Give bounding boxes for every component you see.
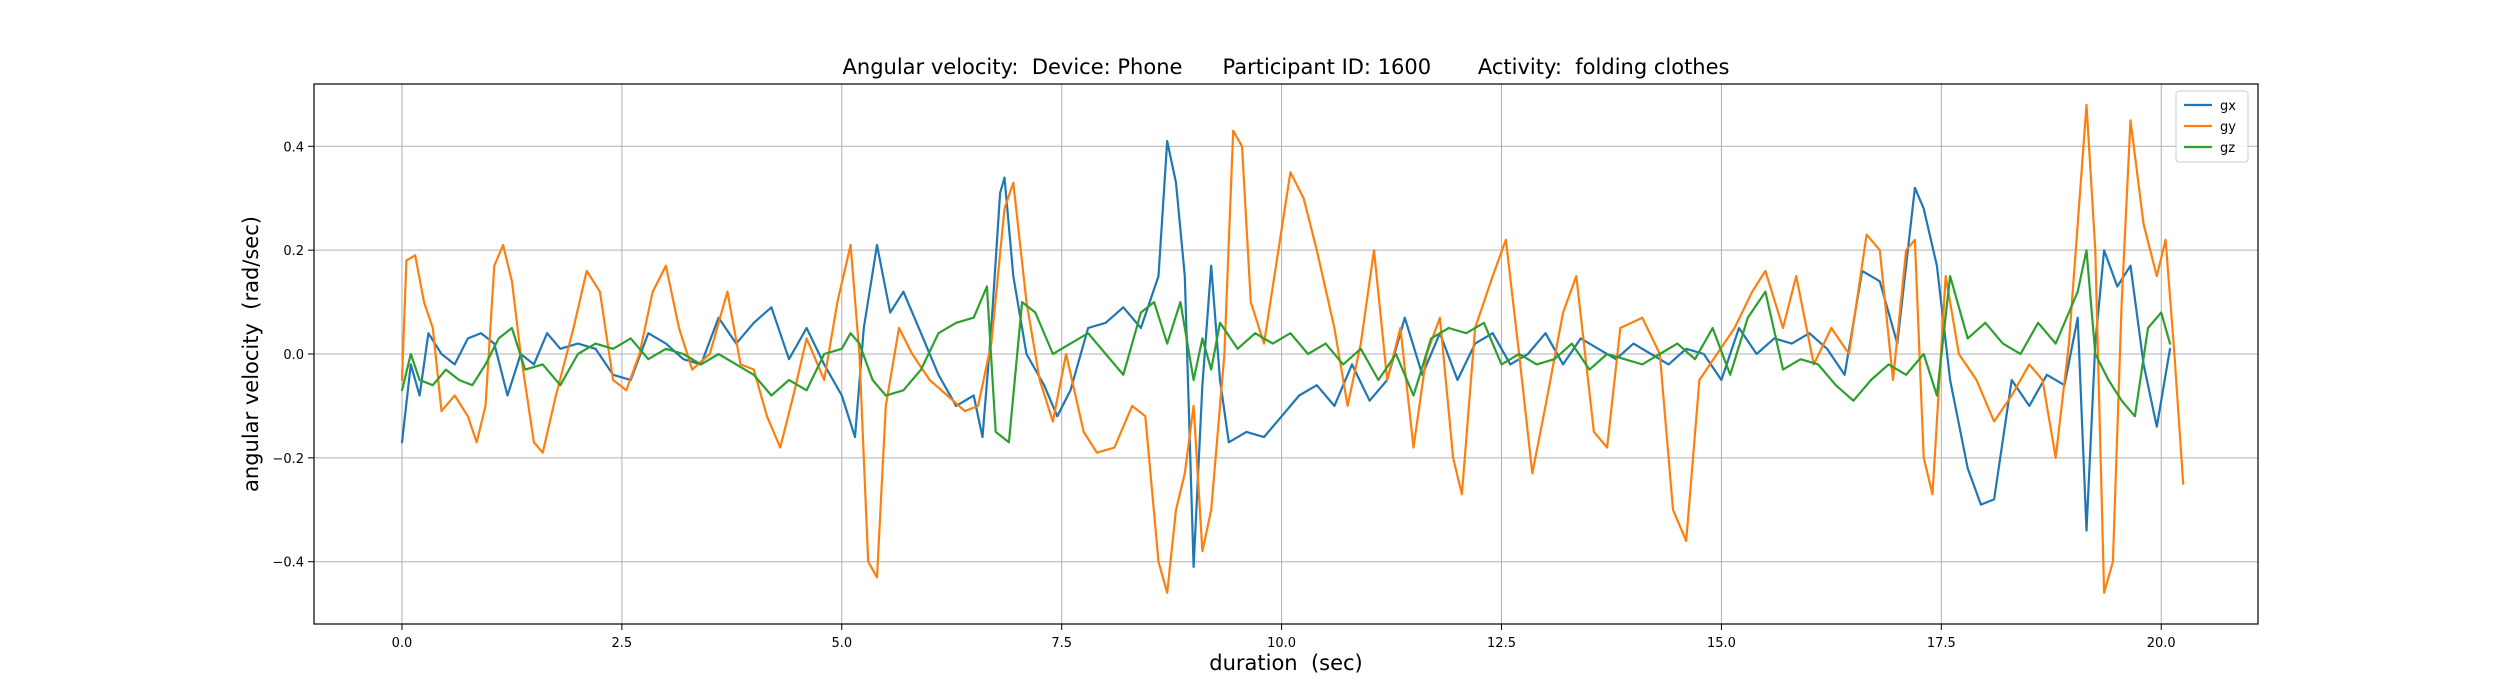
y-axis-label: angular velocity (rad/sec) xyxy=(239,216,263,492)
y-tick-label: 0.0 xyxy=(283,348,304,363)
series-lines xyxy=(400,103,2185,594)
x-tick-label: 7.5 xyxy=(1051,636,1072,651)
x-tick-label: 17.5 xyxy=(1927,636,1956,651)
legend-label-gx: gx xyxy=(2220,99,2236,114)
legend: gx gy gz xyxy=(2175,90,2249,163)
x-tick-label: 20.0 xyxy=(2147,636,2176,651)
y-tick-label: 0.2 xyxy=(283,244,304,259)
x-tick-label: 15.0 xyxy=(1707,636,1736,651)
x-tick-label: 12.5 xyxy=(1487,636,1516,651)
y-tick-label: 0.4 xyxy=(283,140,304,155)
y-tick-label: −0.4 xyxy=(272,556,304,571)
legend-label-gy: gy xyxy=(2220,120,2236,135)
y-axis-ticks: −0.4 −0.2 0.0 0.2 0.4 xyxy=(272,140,314,571)
x-tick-label: 10.0 xyxy=(1267,636,1296,651)
chart-title: Angular velocity: Device: Phone Particip… xyxy=(843,55,1730,79)
legend-label-gz: gz xyxy=(2220,141,2235,156)
x-axis-ticks: 0.0 2.5 5.0 7.5 10.0 12.5 15.0 17.5 20.0 xyxy=(392,624,2176,651)
series-line-gz xyxy=(400,249,2172,444)
x-axis-label: duration (sec) xyxy=(1209,651,1363,675)
y-tick-label: −0.2 xyxy=(272,452,304,467)
series-line-gy xyxy=(400,103,2185,594)
x-tick-label: 0.0 xyxy=(392,636,413,651)
x-tick-label: 5.0 xyxy=(831,636,852,651)
x-tick-label: 2.5 xyxy=(612,636,633,651)
series-line-gx xyxy=(400,140,2172,568)
